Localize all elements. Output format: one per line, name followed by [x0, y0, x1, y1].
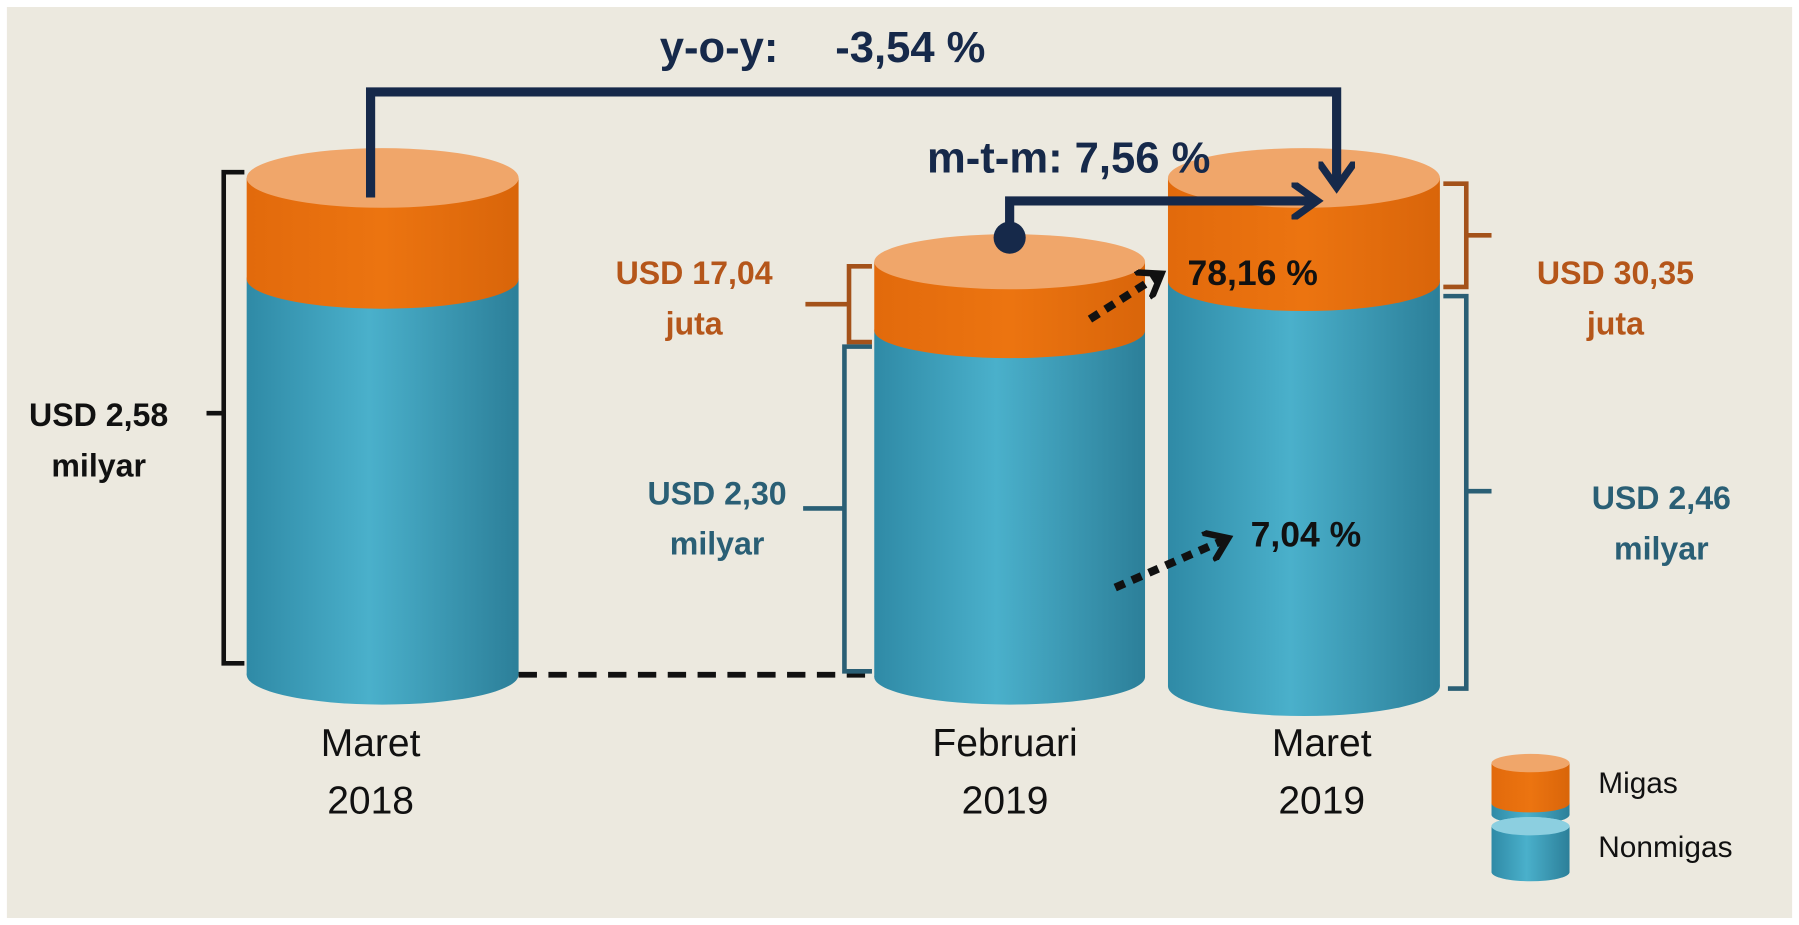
column-name: Maret — [1272, 722, 1372, 765]
legend-nonmigas-top2 — [1491, 817, 1570, 836]
bracket-nonmigas-feb — [803, 344, 872, 674]
migas-growth-arrow — [1087, 275, 1159, 323]
legend-nonmigas-base — [1491, 862, 1570, 882]
bracket-migas-mar — [1443, 181, 1492, 290]
migas-base — [1491, 794, 1570, 813]
total-2018-line2: milyar — [51, 448, 146, 484]
yoy-arrow — [365, 87, 1337, 198]
mtm-text: m-t-m: 7,56 % — [927, 134, 1210, 182]
nonmigas-feb-line2: milyar — [670, 526, 765, 562]
migas-base — [1167, 251, 1440, 312]
column-year: 2019 — [1278, 780, 1365, 823]
migas-top — [1491, 753, 1570, 773]
mtm-dot — [993, 221, 1026, 254]
nonmigas-growth-arrow — [1113, 539, 1225, 592]
bracket-migas-feb — [805, 264, 872, 345]
migas-base — [246, 249, 519, 309]
nonmigas-body — [246, 278, 519, 675]
yoy-value: -3,54 % — [835, 24, 985, 72]
nonmigas-body — [874, 330, 1146, 678]
nonmigas-mar-line1: USD 2,46 — [1592, 480, 1731, 516]
migas-feb-line2: juta — [665, 305, 724, 341]
migas-top — [1167, 148, 1440, 208]
legend-entry: Nonmigas — [1598, 831, 1732, 864]
migas-mar-line1: USD 30,35 — [1537, 255, 1694, 291]
column-year: 2019 — [962, 780, 1049, 823]
nonmigas-base — [1167, 656, 1440, 717]
nonmigas-feb-line1: USD 2,30 — [647, 475, 786, 511]
cylinders — [246, 148, 1570, 882]
bracket-nonmigas-mar — [1443, 293, 1492, 691]
column-name: Februari — [932, 722, 1077, 765]
bracket-total-2018 — [206, 169, 245, 666]
nonmigas-base — [874, 649, 1146, 705]
column-name: Maret — [321, 722, 421, 765]
migas-mar-line2: juta — [1586, 305, 1645, 341]
migas-feb-line1: USD 17,04 — [616, 255, 773, 291]
nonmigas-body — [1167, 281, 1440, 687]
yoy-label: y-o-y: — [660, 24, 779, 72]
migas-top — [246, 148, 519, 208]
nonmigas-mar-line2: milyar — [1614, 530, 1709, 566]
nonmigas-base — [246, 644, 519, 705]
legend-entry: Migas — [1598, 767, 1678, 800]
migas-growth: 78,16 % — [1187, 253, 1317, 293]
migas-base — [874, 303, 1146, 359]
migas-top — [874, 234, 1146, 290]
column-year: 2018 — [327, 780, 414, 823]
total-2018-line1: USD 2,58 — [29, 397, 168, 433]
nonmigas-growth: 7,04 % — [1251, 514, 1362, 554]
